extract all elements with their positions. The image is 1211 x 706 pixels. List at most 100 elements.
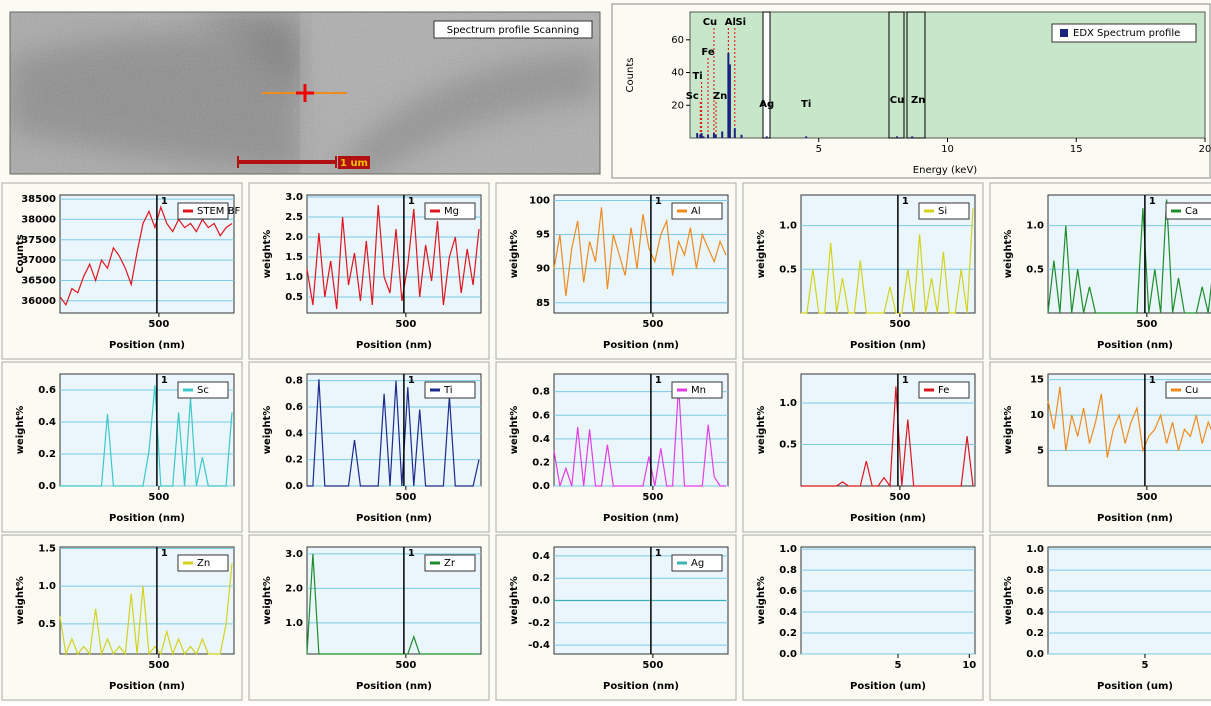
profile-line [60,385,233,487]
y-tick-label: 40 [671,68,684,79]
legend-label: Ag [691,558,704,569]
marker-label: 1 [655,196,662,207]
marker-label: 1 [902,196,909,207]
y-axis-label: weight% [262,576,273,625]
y-tick-label: 3.0 [285,549,303,560]
element-label: Al [725,17,736,28]
element-label: Ti [801,99,811,110]
profile-line [306,204,480,310]
edx-window [762,11,771,139]
y-tick-label: 2.0 [285,232,303,243]
element-label: Ti [692,71,702,82]
legend-label: Zn [197,558,210,569]
profile-line [307,379,480,487]
x-tick-label: 500 [395,319,416,330]
legend-label: Ti [443,385,453,396]
element-label: Zn [911,95,925,106]
spectrum-bar [699,134,702,138]
x-axis-label: Position (nm) [850,513,926,524]
y-axis-label: weight% [262,230,273,279]
y-tick-label: 0.8 [779,565,797,576]
profile-line [553,207,727,296]
legend-label: Sc [197,385,209,396]
legend-box [177,554,229,572]
y-tick-label: 0.4 [1026,607,1044,618]
image-label-box [433,20,593,39]
legend-box [671,381,723,399]
spectrum-bar [712,133,715,138]
y-tick-label: 0.4 [38,417,56,428]
x-tick-label: 5 [894,660,901,671]
x-axis-label: Position (nm) [603,681,679,692]
y-tick-label: 0.2 [285,455,303,466]
y-tick-label: 0.5 [38,619,56,630]
y-axis-label: weight% [1003,406,1014,455]
legend-box [424,202,476,220]
y-tick-label: 1.0 [779,221,797,232]
marker-label: 1 [161,375,168,386]
x-axis-label: Position (nm) [1097,513,1173,524]
y-tick-label: 0.0 [779,649,797,660]
y-tick-label: 15 [1030,375,1044,386]
x-tick-label: 500 [148,660,169,671]
y-tick-label: 0.6 [285,402,303,413]
x-tick-label: 500 [889,319,910,330]
y-tick-label: 37500 [21,235,56,246]
y-axis-label: weight% [15,406,26,455]
element-label: Ag [759,99,774,110]
y-axis-label: weight% [756,576,767,625]
y-tick-label: 0.8 [1026,565,1044,576]
marker-label: 1 [408,196,415,207]
y-axis-label: weight% [509,406,520,455]
y-tick-label: 0.6 [779,586,797,597]
y-tick-label: 36500 [21,275,56,286]
y-tick-label: 20 [671,100,684,111]
x-tick-label: 500 [148,319,169,330]
spectrum-bar [765,136,768,138]
x-tick-label: 500 [395,492,416,503]
y-tick-label: 1.0 [779,544,797,555]
y-tick-label: 85 [536,298,550,309]
plot-area [800,546,976,655]
x-tick-label: 500 [642,319,663,330]
y-tick-label: 0.5 [285,292,303,303]
legend-box [1165,381,1211,399]
y-tick-label: 38500 [21,194,56,205]
x-axis-label: Position (nm) [1097,340,1173,351]
edx-window [906,11,926,139]
spectrum-bar [714,134,717,138]
profile-line [59,205,233,307]
y-axis-label: weight% [509,576,520,625]
marker-label: 1 [161,548,168,559]
y-axis-label: weight% [1003,576,1014,625]
y-tick-label: 1.5 [285,252,303,263]
x-tick-label: 5 [816,144,822,155]
y-axis-label: weight% [756,406,767,455]
y-tick-label: 0.0 [532,596,550,607]
y-tick-label: 0.4 [285,428,303,439]
y-tick-label: 2.0 [285,583,303,594]
y-tick-label: 10 [1030,410,1044,421]
x-tick-label: 15 [1070,144,1083,155]
spectrum-bar [700,133,703,138]
profile-line [553,385,726,487]
y-axis-label: weight% [15,576,26,625]
marker-label: 1 [408,548,415,559]
profile-line [801,208,974,314]
profile-line [306,553,479,655]
image-label: Spectrum profile Scanning [447,25,580,36]
x-axis-label: Position (um) [850,681,926,692]
spectrum-bar [740,134,743,138]
profile-line [1047,386,1211,458]
y-tick-label: 0.4 [532,551,550,562]
y-tick-label: 0.2 [1026,628,1044,639]
x-axis-label: Energy (keV) [913,165,978,176]
image-border [9,11,601,175]
y-tick-label: 0.2 [532,457,550,468]
y-tick-label: 1.0 [285,618,303,629]
y-tick-label: 1.0 [38,581,56,592]
y-tick-label: 0.6 [532,410,550,421]
legend-box [671,554,723,572]
spectrum-bar [707,134,710,138]
element-label: Cu [703,17,717,28]
